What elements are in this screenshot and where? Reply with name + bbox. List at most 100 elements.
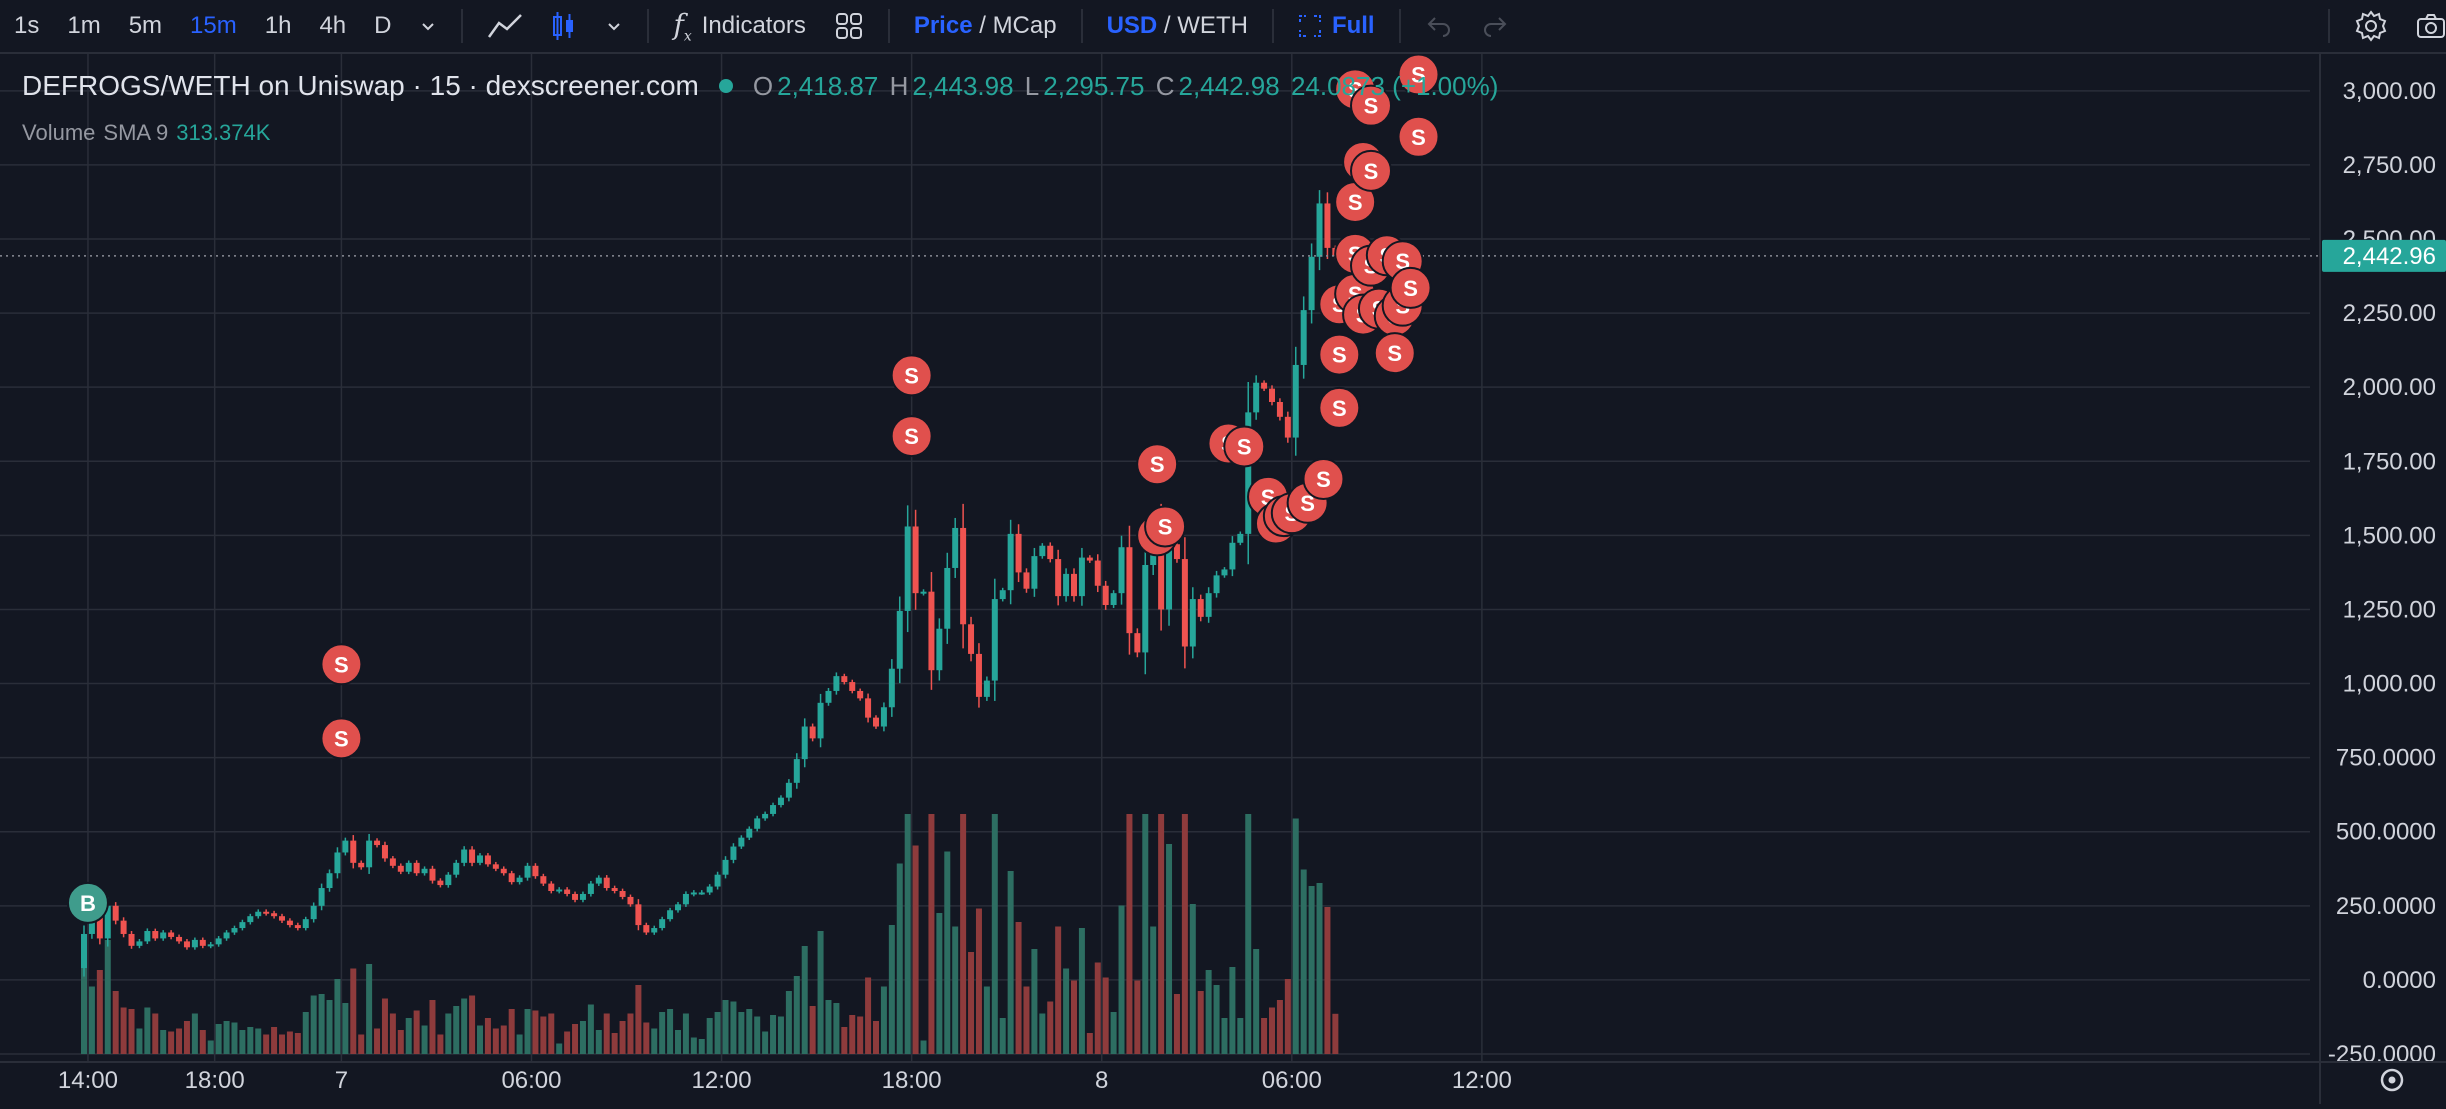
candles-icon[interactable]: [537, 10, 591, 42]
mcap-option[interactable]: MCap: [992, 12, 1057, 39]
candle-body: [453, 862, 460, 875]
candle-body: [381, 845, 388, 859]
settings-gear-icon[interactable]: [2340, 9, 2402, 43]
timeframe-D[interactable]: D: [374, 12, 392, 39]
toolbar: 1s 1m 5m 15m 1h 4h D fx Indicators Price / MCa…: [0, 0, 2446, 54]
sell-marker[interactable]: S: [320, 643, 363, 686]
volume-bar: [389, 1013, 396, 1054]
slash: /: [972, 12, 993, 39]
chevron-down-icon[interactable]: [405, 17, 451, 35]
volume-bar: [247, 1027, 254, 1054]
candle-body: [445, 874, 452, 886]
price-option[interactable]: Price: [913, 12, 973, 39]
candle-body: [128, 933, 135, 946]
volume-bar: [1134, 980, 1141, 1054]
open-value: 2,418.87: [777, 70, 879, 101]
timeframe-1s[interactable]: 1s: [14, 12, 40, 39]
svg-text:S: S: [334, 652, 349, 677]
timeframe-15m[interactable]: 15m: [190, 12, 237, 39]
candle-body: [714, 874, 721, 887]
candle-body: [1071, 573, 1077, 597]
sell-marker[interactable]: S: [890, 415, 933, 458]
axis-settings-icon[interactable]: [2380, 1068, 2404, 1092]
usd-option[interactable]: USD: [1106, 12, 1158, 39]
sell-marker[interactable]: S: [1397, 53, 1440, 96]
volume-bar: [294, 1033, 301, 1054]
svg-text:S: S: [1158, 514, 1173, 539]
svg-text:S: S: [1411, 125, 1426, 150]
volume-bar: [896, 863, 903, 1054]
candle-body: [556, 889, 563, 892]
candle-body: [1261, 382, 1268, 389]
volume-bar: [302, 1012, 309, 1054]
candle-body: [508, 873, 515, 883]
candle-body: [675, 904, 681, 911]
svg-text:S: S: [334, 726, 349, 751]
timeframe-4h[interactable]: 4h: [319, 12, 347, 39]
candle-body: [1221, 569, 1228, 576]
candle-body: [1063, 573, 1070, 597]
candle-body: [1300, 310, 1307, 365]
toolbar-separator: [1080, 9, 1083, 43]
candle-body: [1189, 599, 1196, 647]
volume-bar: [730, 1001, 737, 1054]
candle-body: [619, 891, 626, 897]
volume-bar: [318, 994, 325, 1054]
sell-marker[interactable]: S: [1334, 180, 1377, 223]
y-axis-label: 1,250.00: [2343, 596, 2436, 623]
sell-marker[interactable]: S: [1373, 332, 1416, 375]
timeframe-1h[interactable]: 1h: [264, 12, 292, 39]
sell-marker[interactable]: S: [1144, 505, 1187, 548]
volume-bar: [176, 1028, 183, 1054]
toolbar-separator: [647, 9, 650, 43]
buy-marker[interactable]: B: [66, 881, 109, 924]
volume-bar: [1047, 1001, 1054, 1054]
line-chart-icon[interactable]: [473, 11, 537, 41]
volume-bar: [413, 1010, 420, 1054]
sma-label: SMA 9: [103, 120, 169, 145]
x-axis-label: 7: [335, 1067, 348, 1094]
redo-icon[interactable]: [1467, 14, 1523, 38]
chart-area[interactable]: 3,000.00 2,750.00 2,500.00 2,250.00 2,000.00…: [0, 53, 2446, 1104]
sell-marker[interactable]: S: [1318, 333, 1361, 376]
timeframe-5m[interactable]: 5m: [128, 12, 163, 39]
indicators-button[interactable]: fx Indicators: [659, 8, 819, 45]
sell-marker[interactable]: S: [1397, 115, 1440, 158]
candle-body: [936, 628, 943, 671]
volume-value: 313.374K: [176, 120, 271, 145]
timeframe-1m[interactable]: 1m: [67, 12, 101, 39]
sell-marker[interactable]: S: [1302, 458, 1345, 501]
volume-bar: [675, 1030, 681, 1054]
price-mcap-toggle[interactable]: Price / MCap: [900, 12, 1071, 40]
undo-icon[interactable]: [1411, 14, 1467, 38]
sell-marker[interactable]: S: [320, 717, 363, 760]
candle-body: [437, 880, 444, 886]
sell-marker[interactable]: S: [1350, 84, 1392, 127]
currency-toggle[interactable]: USD / WETH: [1093, 12, 1262, 40]
price-chart[interactable]: 3,000.002,750.002,500.002,250.002,000.00…: [0, 53, 2446, 1104]
svg-text:B: B: [80, 891, 96, 916]
weth-option[interactable]: WETH: [1177, 12, 1248, 39]
svg-text:S: S: [1364, 94, 1379, 119]
candle-body: [136, 941, 143, 946]
x-axis-label: 12:00: [1452, 1067, 1512, 1094]
candle-body: [611, 888, 618, 891]
layout-grid-icon[interactable]: [820, 11, 878, 41]
sell-marker[interactable]: S: [1223, 425, 1266, 468]
volume-bar: [1118, 905, 1125, 1054]
fullscreen-button[interactable]: Full: [1284, 12, 1389, 40]
sell-marker[interactable]: S: [1350, 149, 1392, 192]
camera-icon[interactable]: [2402, 11, 2446, 41]
x-axis-label: 06:00: [501, 1067, 561, 1094]
sell-marker[interactable]: S: [1136, 443, 1179, 486]
sell-marker[interactable]: S: [890, 354, 933, 397]
volume-bar: [271, 1027, 278, 1054]
sell-marker[interactable]: S: [1389, 266, 1432, 309]
toolbar-separator: [461, 9, 464, 43]
candle-body: [1245, 412, 1252, 534]
sell-marker[interactable]: S: [1318, 386, 1361, 429]
chevron-down-icon[interactable]: [591, 17, 637, 35]
volume-bar: [524, 1009, 531, 1054]
volume-bar: [492, 1028, 499, 1054]
volume-bar: [635, 985, 642, 1054]
